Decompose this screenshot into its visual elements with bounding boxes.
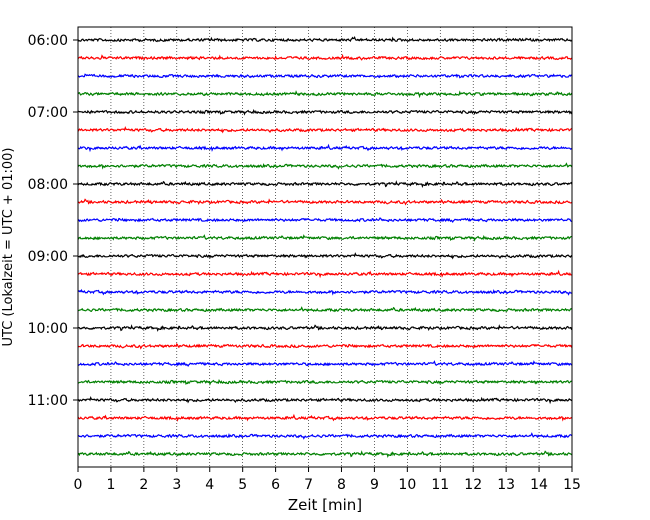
x-tick-label: 2 (139, 477, 148, 493)
x-tick-label: 15 (563, 477, 581, 493)
trace-0800 (77, 180, 573, 188)
y-axis-ticks: 06:00 07:00 08:00 09:00 10:00 11:00 (28, 33, 78, 409)
grid-lines (110, 27, 540, 467)
x-tick-label: 13 (497, 477, 515, 493)
trace-1045 (77, 378, 573, 386)
x-tick-label: 5 (238, 477, 247, 493)
y-tick-label: 09:00 (28, 249, 68, 265)
x-tick-label: 9 (370, 477, 379, 493)
trace-0645 (77, 90, 573, 99)
trace-0745 (77, 162, 573, 170)
x-tick-label: 8 (337, 477, 346, 493)
y-tick-label: 10:00 (28, 321, 68, 337)
trace-1130 (77, 432, 573, 440)
trace-1000 (77, 324, 573, 332)
y-tick-label: 08:00 (28, 177, 68, 193)
plot-frame (77, 26, 573, 468)
y-axis-label: UTC (Lokalzeit = UTC + 01:00) (1, 148, 16, 347)
y-tick-label: 07:00 (28, 105, 68, 121)
x-tick-label: 14 (530, 477, 548, 493)
trace-0715 (77, 126, 573, 134)
x-tick-label: 1 (106, 477, 115, 493)
trace-0600 (77, 36, 573, 43)
trace-0815 (77, 198, 573, 206)
x-tick-label: 11 (431, 477, 449, 493)
trace-0900 (77, 252, 573, 260)
trace-0830 (77, 217, 573, 223)
trace-1030 (77, 360, 573, 367)
trace-0930 (77, 288, 573, 296)
x-tick-label: 0 (74, 477, 83, 493)
x-tick-label: 12 (464, 477, 482, 493)
trace-0615 (77, 53, 573, 61)
trace-1015 (77, 342, 573, 350)
x-tick-label: 6 (271, 477, 280, 493)
x-tick-label: 7 (304, 477, 313, 493)
trace-0915 (77, 269, 573, 279)
trace-0945 (77, 306, 573, 313)
x-tick-label: 3 (172, 477, 181, 493)
trace-0845 (77, 234, 573, 242)
x-tick-label: 4 (205, 477, 214, 493)
y-tick-label: 06:00 (28, 33, 68, 49)
x-tick-label: 10 (398, 477, 416, 493)
plot-background (78, 27, 572, 467)
trace-0630 (77, 73, 573, 79)
trace-1145 (77, 450, 573, 458)
trace-0730 (77, 143, 573, 153)
trace-1100 (77, 396, 573, 405)
x-axis-ticks: 0 1 2 3 4 5 6 7 8 9 10 11 12 13 14 15 (74, 467, 581, 493)
seismic-traces (77, 36, 573, 458)
y-tick-label: 11:00 (28, 393, 68, 409)
trace-1115 (77, 413, 573, 422)
trace-0700 (77, 108, 573, 116)
x-axis-label: Zeit [min] (288, 496, 362, 514)
